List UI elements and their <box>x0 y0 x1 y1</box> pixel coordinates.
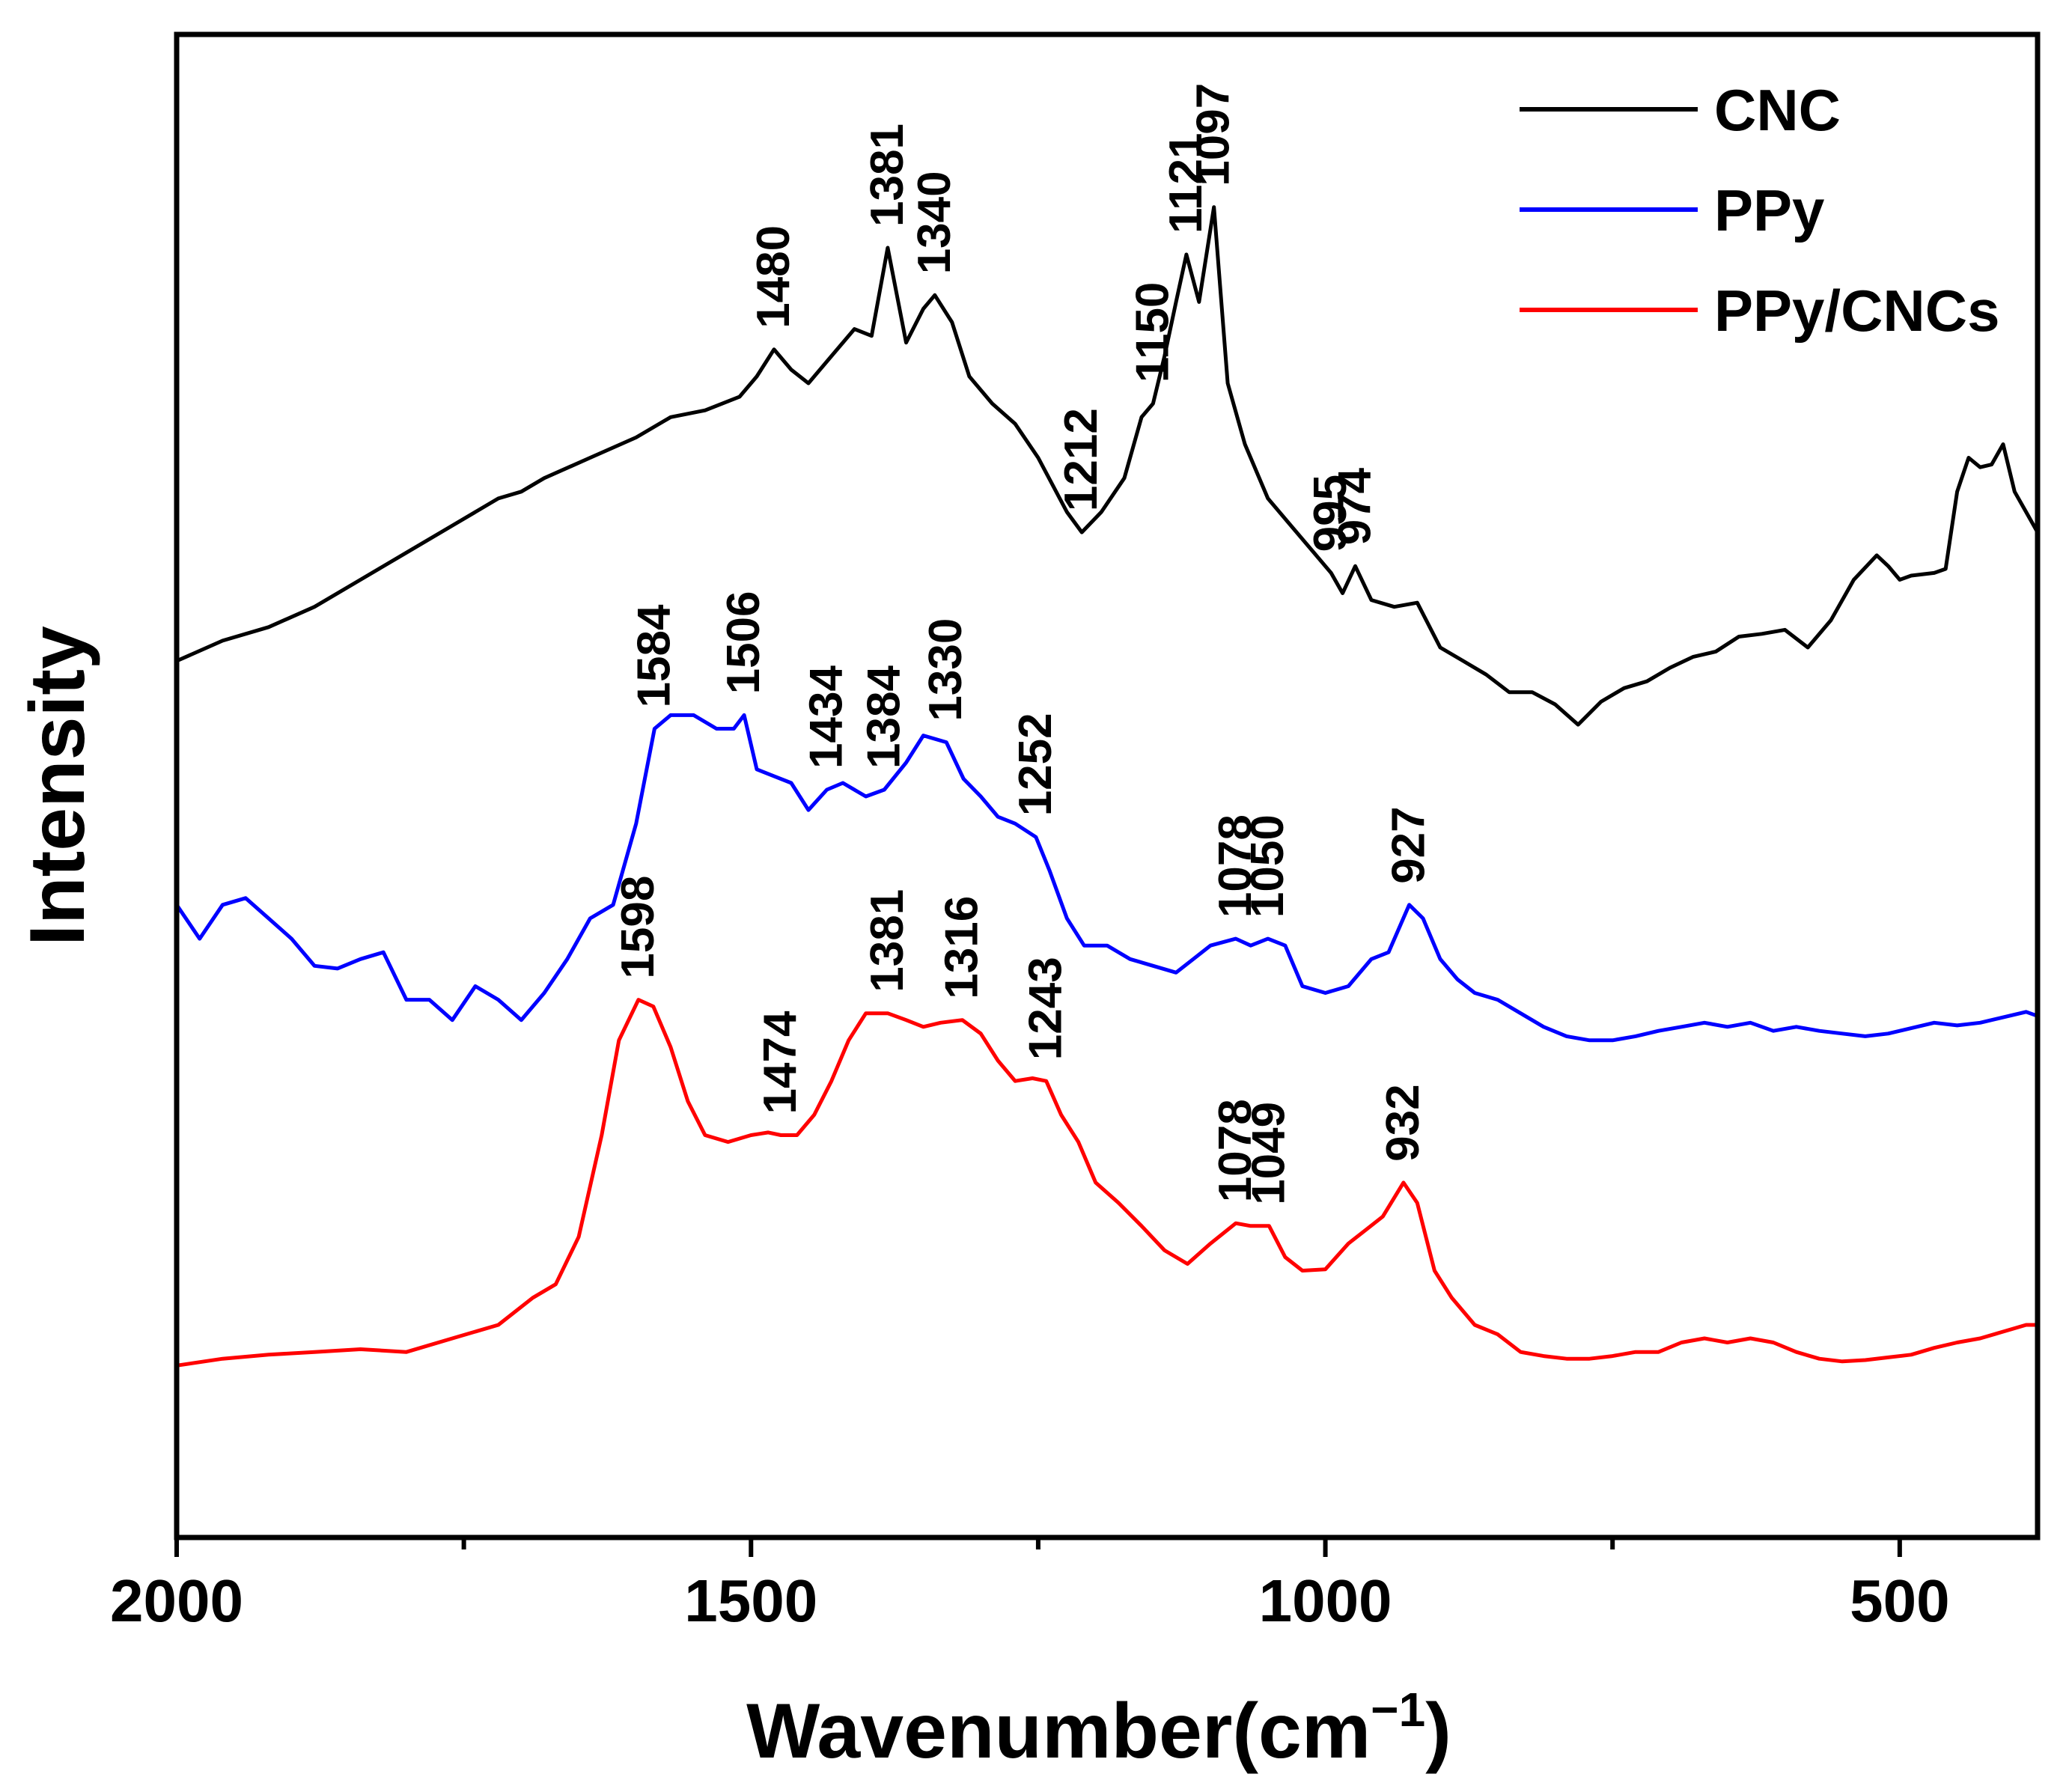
legend-label-cnc: CNC <box>1714 77 1841 143</box>
x-axis-title-text: Wavenumber(cm <box>746 1688 1371 1775</box>
peak-label-ppy-cncs-1316: 1316 <box>936 896 988 999</box>
plot-frame <box>174 31 2041 1540</box>
x-axis-ticks: 2000 1500 1000 500 <box>110 1537 1950 1634</box>
peak-label-ppy-927: 927 <box>1383 806 1435 883</box>
peak-label-ppy-1506: 1506 <box>718 591 770 694</box>
x-axis-title-close: ) <box>1425 1688 1451 1775</box>
peak-label-ppy-1434: 1434 <box>801 665 853 769</box>
peak-label-cnc-1097: 1097 <box>1188 83 1240 186</box>
peak-label-ppy-1384: 1384 <box>858 665 909 769</box>
series-line-ppy <box>174 713 2040 1043</box>
y-axis-title: Intensity <box>14 626 101 946</box>
x-tick-label: 2000 <box>110 1567 243 1634</box>
peak-label-cnc-995: 995 <box>1305 475 1356 552</box>
peak-label-ppy-1078: 1078 <box>1210 814 1261 918</box>
peak-label-ppy-cncs-1474: 1474 <box>755 1011 806 1114</box>
peak-label-cnc-1121: 1121 <box>1160 132 1212 234</box>
x-tick-label: 1000 <box>1259 1567 1392 1634</box>
peak-label-ppy-1252: 1252 <box>1010 713 1061 816</box>
peak-label-cnc-974: 974 <box>1329 467 1381 545</box>
x-tick-label: 1500 <box>684 1567 817 1634</box>
peak-label-ppy-1330: 1330 <box>920 618 972 722</box>
peak-label-cnc-1212: 1212 <box>1055 408 1107 511</box>
peak-label-ppy-cncs-1243: 1243 <box>1020 957 1072 1060</box>
series-line-cnc <box>174 205 2040 727</box>
peak-label-cnc-1381: 1381 <box>862 124 913 227</box>
peak-label-ppy-cncs-932: 932 <box>1377 1084 1429 1161</box>
peak-label-ppy-cncs-1078: 1078 <box>1210 1099 1261 1202</box>
x-tick-label: 500 <box>1850 1567 1949 1634</box>
peak-label-cnc-1480: 1480 <box>748 225 799 329</box>
peak-label-ppy-cncs-1381: 1381 <box>862 889 913 993</box>
legend-label-ppy-cncs: PPy/CNCs <box>1714 278 1999 344</box>
series-layer <box>174 205 2040 1368</box>
peak-label-cnc-1340: 1340 <box>909 171 960 274</box>
x-axis-unit-exponent: −1 <box>1371 1683 1425 1737</box>
peak-label-ppy-cncs-1598: 1598 <box>612 876 664 979</box>
x-axis-title: Wavenumber(cm−1) <box>746 1683 1451 1775</box>
legend: CNC PPy PPy/CNCs <box>1520 77 1999 344</box>
series-line-ppy-cncs <box>174 998 2040 1368</box>
peak-label-cnc-1150: 1150 <box>1127 282 1178 383</box>
legend-label-ppy: PPy <box>1714 177 1824 243</box>
peak-label-ppy-cncs-1049: 1049 <box>1243 1102 1294 1205</box>
peak-label-ppy-1050: 1050 <box>1242 814 1294 918</box>
peak-label-ppy-1584: 1584 <box>628 604 680 707</box>
